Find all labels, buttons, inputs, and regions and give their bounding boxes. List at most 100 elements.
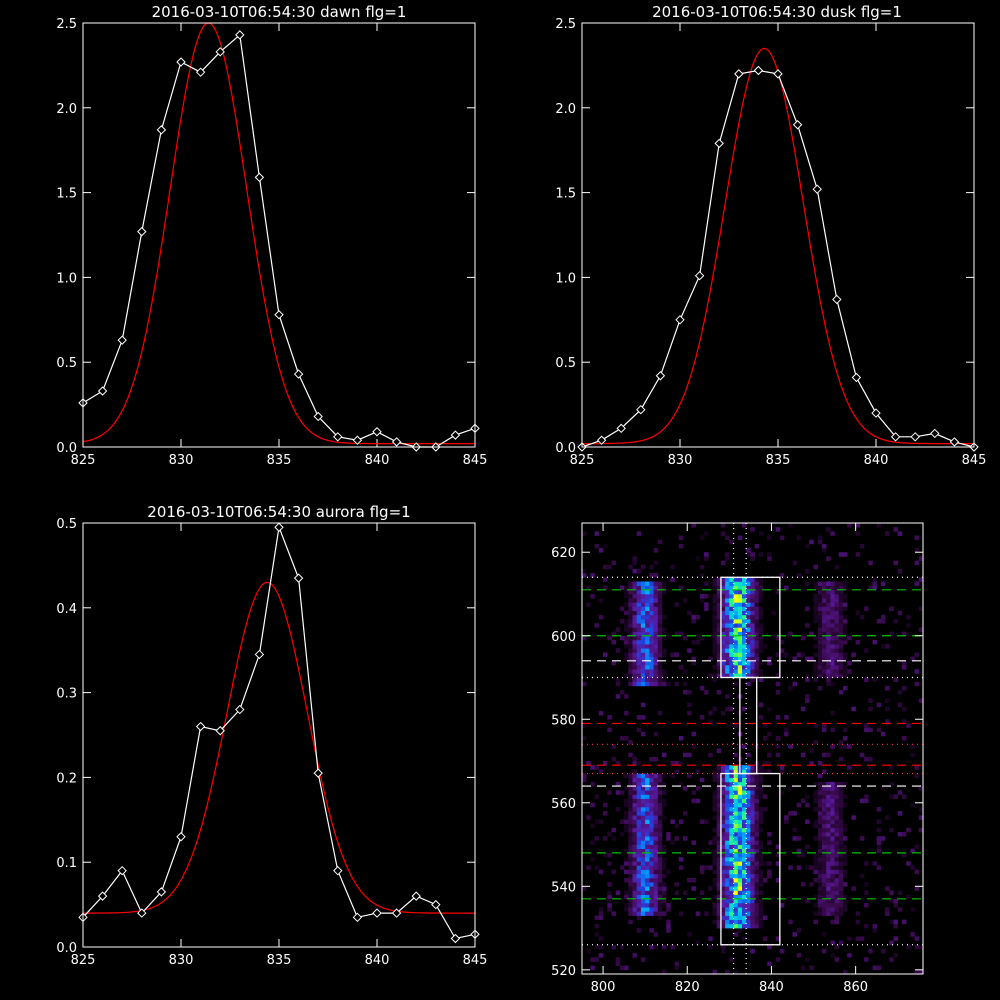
heatmap-cell (851, 886, 856, 891)
panel0|0-ytick-label: 1.5 (56, 187, 77, 202)
heatmap-cell (645, 619, 650, 624)
heatmap-cell (754, 614, 760, 620)
heatmap-cell (830, 919, 835, 925)
heatmap-cell (725, 827, 730, 833)
heatmap-cell (750, 852, 755, 858)
heatmap-cell (615, 957, 621, 962)
heatmap-cell (817, 781, 823, 787)
heatmap-cell (838, 786, 844, 791)
heatmap-cell (662, 882, 667, 887)
heatmap-cell (893, 527, 898, 532)
heatmap-cell (754, 648, 760, 653)
heatmap-cell (746, 798, 751, 804)
heatmap-cell (838, 585, 844, 591)
heatmap-cell (720, 873, 726, 879)
heatmap-cell (817, 807, 823, 812)
heatmap-cell (838, 690, 844, 695)
heatmap-cell (628, 602, 633, 607)
heatmap-cell (826, 589, 831, 595)
heatmap-cell (653, 731, 659, 737)
heatmap-cell (754, 915, 760, 920)
heatmap-cell (843, 627, 848, 632)
heatmap-cell (750, 836, 755, 841)
heatmap-cell (746, 807, 751, 812)
heatmap-cell (868, 706, 873, 712)
heatmap-cell (822, 627, 827, 632)
heatmap-cell (813, 644, 818, 649)
heatmap-cell (720, 577, 726, 582)
heatmap-cell (737, 656, 743, 662)
heatmap-cell (758, 585, 764, 591)
heatmap-cell (640, 773, 646, 779)
heatmap-cell (822, 639, 827, 645)
heatmap-cell (742, 911, 747, 916)
heatmap-cell (885, 907, 890, 912)
heatmap-cell (826, 639, 831, 645)
heatmap-cell (792, 681, 797, 687)
heatmap-cell (725, 765, 730, 770)
heatmap-cell (640, 564, 646, 570)
heatmap-cell (742, 623, 747, 628)
heatmap-cell (758, 598, 764, 603)
heatmap-cell (636, 631, 642, 637)
heatmap-cell (754, 602, 760, 607)
heatmap-cell (834, 894, 840, 900)
heatmap-cell (754, 811, 760, 816)
heatmap-cell (876, 848, 882, 854)
heatmap-cell (699, 685, 705, 691)
heatmap-cell (636, 614, 642, 620)
heatmap-cell (914, 652, 920, 657)
heatmap-cell (830, 898, 835, 904)
heatmap-cell (649, 844, 654, 849)
heatmap-cell (758, 819, 764, 824)
heatmap-cell (788, 865, 793, 870)
heatmap-cell (750, 861, 755, 866)
heatmap-cell (729, 802, 734, 808)
heatmap-cell (822, 894, 827, 900)
heatmap-cell (838, 639, 844, 645)
heatmap-cell (733, 811, 739, 816)
heatmap-cell (809, 631, 814, 637)
heatmap-cell (746, 614, 751, 620)
heatmap-cell (826, 635, 831, 641)
heatmap-cell (737, 819, 743, 824)
heatmap-cell (834, 669, 840, 674)
heatmap-cell (683, 786, 688, 791)
heatmap-cell (720, 923, 726, 929)
heatmap-cell (758, 857, 764, 862)
heatmap-cell (737, 869, 743, 875)
heatmap-cell (712, 802, 717, 808)
heatmap-cell (649, 911, 654, 916)
heatmap-cell (784, 652, 789, 657)
heatmap-cell (649, 564, 654, 570)
heatmap-cell (598, 953, 604, 958)
heatmap-cell (910, 907, 915, 912)
heatmap-cell (720, 656, 726, 662)
heatmap-cell (733, 865, 739, 870)
heatmap-cell (624, 619, 629, 624)
heatmap-cell (653, 598, 659, 603)
heatmap-cell (640, 602, 646, 607)
heatmap-cell (838, 865, 844, 870)
heatmap-cell (813, 819, 818, 824)
heatmap-cell (880, 614, 886, 620)
heatmap-cell (813, 740, 818, 745)
heatmap-cell (649, 836, 654, 841)
heatmap-cell (758, 882, 764, 887)
heatmap-cell (657, 815, 663, 820)
heatmap-cell (607, 715, 612, 720)
heatmap-cell (636, 602, 642, 607)
heatmap-cell (657, 890, 663, 895)
selection-box (739, 676, 758, 775)
heatmap-cell (716, 840, 722, 845)
heatmap-cell (598, 944, 604, 950)
heatmap-cell (708, 936, 713, 941)
heatmap-cell (843, 594, 848, 599)
heatmap-cell (838, 882, 844, 887)
heatmap-cell (822, 585, 827, 591)
heatmap-cell (754, 844, 760, 849)
heatmap-cell (754, 631, 760, 637)
heatmap-cell (582, 723, 587, 728)
heatmap-cell (834, 610, 840, 616)
